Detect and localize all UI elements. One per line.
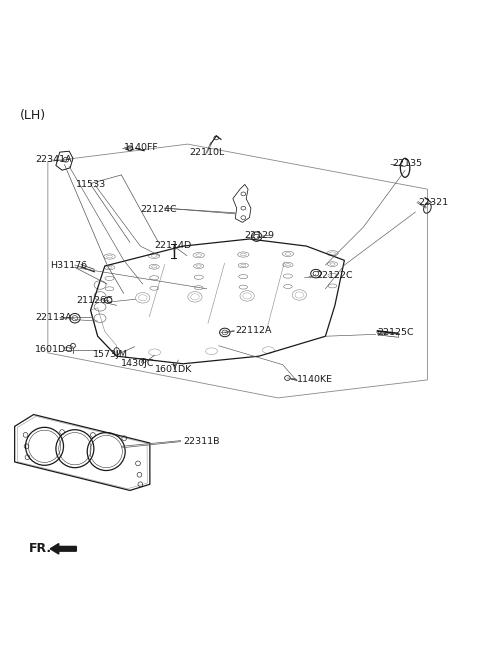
Text: 22113A: 22113A: [35, 313, 72, 322]
Text: 22311B: 22311B: [183, 437, 219, 446]
Text: 1140KE: 1140KE: [297, 375, 333, 385]
Text: 1140FF: 1140FF: [124, 143, 158, 152]
Text: 22122C: 22122C: [316, 271, 352, 280]
Text: 22124C: 22124C: [140, 205, 177, 213]
Text: 22135: 22135: [392, 158, 422, 168]
Text: 22114D: 22114D: [155, 241, 192, 250]
Text: (LH): (LH): [19, 109, 46, 121]
Text: 1601DG: 1601DG: [35, 345, 73, 354]
Text: H31176: H31176: [50, 261, 87, 270]
Text: 22110L: 22110L: [189, 148, 225, 156]
Text: 22125C: 22125C: [378, 328, 414, 337]
Text: 1601DK: 1601DK: [155, 365, 192, 374]
Text: 1573JM: 1573JM: [93, 350, 128, 359]
Text: 22341A: 22341A: [35, 155, 72, 164]
Text: 11533: 11533: [76, 180, 107, 189]
Text: 1430JC: 1430JC: [120, 359, 154, 368]
Text: FR.: FR.: [29, 542, 52, 556]
Text: 21126C: 21126C: [76, 296, 113, 305]
Text: 22129: 22129: [245, 231, 275, 240]
Text: 22321: 22321: [418, 198, 448, 207]
Text: 22112A: 22112A: [235, 326, 272, 335]
FancyArrow shape: [50, 544, 76, 554]
